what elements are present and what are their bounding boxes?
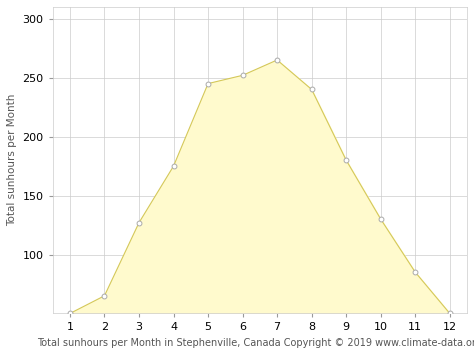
Y-axis label: Total sunhours per Month: Total sunhours per Month	[7, 94, 17, 226]
X-axis label: Total sunhours per Month in Stephenville, Canada Copyright © 2019 www.climate-da: Total sunhours per Month in Stephenville…	[37, 338, 474, 348]
